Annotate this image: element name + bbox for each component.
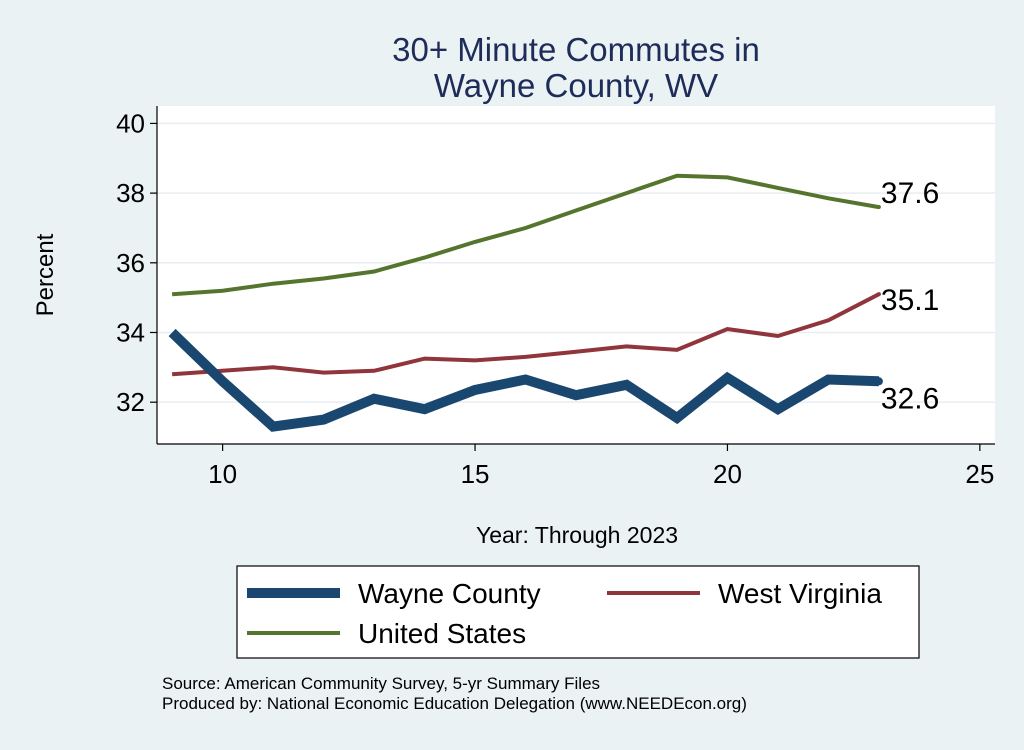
series-end-point xyxy=(874,377,883,386)
x-tick-label: 20 xyxy=(713,459,742,489)
end-value-label: 37.6 xyxy=(881,177,939,210)
series-line-west-virginia xyxy=(171,292,880,377)
y-tick-label: 38 xyxy=(116,178,145,208)
y-tick-label: 34 xyxy=(116,317,145,347)
produced-by-note: Produced by: National Economic Education… xyxy=(162,694,747,713)
grid-lines xyxy=(157,122,995,403)
chart-title-line-2: Wayne County, WV xyxy=(434,67,718,104)
chart-title-line-1: 30+ Minute Commutes in xyxy=(392,31,760,68)
series-line-wayne-county xyxy=(168,328,880,432)
x-tick-label: 25 xyxy=(965,459,994,489)
end-value-label: 32.6 xyxy=(881,382,939,415)
plot-area xyxy=(157,106,995,444)
x-tick-label: 15 xyxy=(461,459,490,489)
source-note: Source: American Community Survey, 5-yr … xyxy=(162,674,600,693)
y-tick-label: 40 xyxy=(116,108,145,138)
x-tick-label: 10 xyxy=(208,459,237,489)
legend-label-wayne-county: Wayne County xyxy=(358,578,541,609)
legend: Wayne County West Virginia United States xyxy=(236,565,920,659)
legend-label-united-states: United States xyxy=(358,618,526,649)
series-end-point xyxy=(876,205,881,210)
y-axis-label: Percent xyxy=(32,233,59,316)
end-value-label: 35.1 xyxy=(881,284,939,317)
series-line-united-states xyxy=(171,173,880,297)
y-tick-label: 36 xyxy=(116,248,145,278)
x-axis-label: Year: Through 2023 xyxy=(476,522,678,548)
series-end-point xyxy=(876,292,881,297)
series-lines xyxy=(168,173,883,432)
end-labels: 37.6 35.1 32.6 xyxy=(881,177,939,415)
y-tick-label: 32 xyxy=(116,387,145,417)
legend-label-west-virginia: West Virginia xyxy=(718,578,882,609)
legend-box xyxy=(236,565,920,659)
axes: 32 34 36 38 40 10 15 20 25 xyxy=(116,106,995,489)
